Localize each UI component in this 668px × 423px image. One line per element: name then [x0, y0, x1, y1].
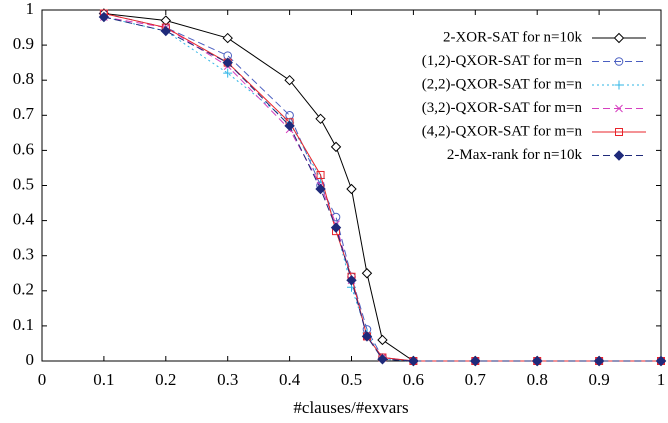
legend-label: (2,2)-QXOR-SAT for m=n: [422, 76, 583, 92]
x-tick-label: 0.3: [217, 370, 238, 389]
data-point: [531, 355, 543, 367]
y-tick-label: 0.5: [13, 174, 34, 193]
x-tick-label: 0: [38, 370, 47, 389]
x-tick-label: 0.2: [155, 370, 176, 389]
legend-label: 2-Max-rank for n=10k: [447, 147, 583, 163]
legend-marker: [615, 104, 623, 113]
data-point: [222, 57, 233, 68]
legend-label: 2-XOR-SAT for n=10k: [443, 29, 583, 45]
data-point: [361, 268, 373, 279]
x-tick-label: 0.9: [588, 370, 609, 389]
x-tick-label: 0.1: [93, 370, 114, 389]
x-axis-label: #clauses/#exvars: [293, 398, 408, 417]
y-tick-label: 0.1: [13, 315, 34, 334]
legend-marker: [614, 57, 624, 66]
legend-label: (3,2)-QXOR-SAT for m=n: [422, 100, 583, 116]
x-tick-label: 0.4: [279, 370, 301, 389]
y-tick-label: 0.7: [13, 104, 35, 123]
data-point: [315, 113, 326, 125]
data-point: [160, 15, 172, 26]
y-tick-label: 0.3: [13, 245, 34, 264]
data-point: [284, 74, 295, 86]
legend-marker: [613, 150, 625, 161]
x-tick-label: 0.5: [341, 370, 362, 389]
data-point: [316, 170, 325, 179]
y-tick-label: 0: [26, 350, 35, 369]
y-tick-label: 0.6: [13, 139, 34, 158]
x-tick-label: 0.8: [527, 370, 548, 389]
data-point: [593, 355, 605, 367]
legend-marker: [615, 128, 623, 136]
legend-label: (4,2)-QXOR-SAT for m=n: [422, 123, 583, 139]
plot-frame: [41, 9, 662, 362]
data-point: [330, 141, 342, 153]
legend-marker: [613, 32, 625, 44]
data-point: [284, 120, 295, 132]
data-point: [330, 222, 342, 233]
x-tick-label: 0.7: [465, 370, 487, 389]
data-point: [98, 11, 110, 23]
x-tick-label: 0.6: [403, 370, 424, 389]
data-point: [346, 183, 357, 195]
data-point: [408, 355, 419, 367]
data-point: [655, 355, 667, 367]
y-tick-label: 0.2: [13, 280, 34, 299]
legend-label: (1,2)-QXOR-SAT for m=n: [422, 53, 583, 69]
legend-marker: [614, 80, 624, 90]
data-point: [223, 68, 233, 78]
data-point: [346, 275, 357, 286]
data-point: [377, 334, 388, 346]
series-line: [103, 16, 661, 362]
data-point: [315, 183, 326, 195]
y-tick-label: 1: [26, 0, 35, 18]
y-tick-label: 0.8: [13, 69, 34, 88]
x-tick-label: 1: [657, 370, 666, 389]
y-tick-label: 0.9: [13, 34, 34, 53]
data-point: [470, 355, 481, 367]
data-point: [222, 32, 233, 44]
data-point: [361, 331, 373, 342]
y-tick-label: 0.4: [13, 210, 35, 229]
series-line: [103, 16, 661, 362]
data-point: [160, 25, 172, 37]
data-point: [377, 354, 388, 365]
